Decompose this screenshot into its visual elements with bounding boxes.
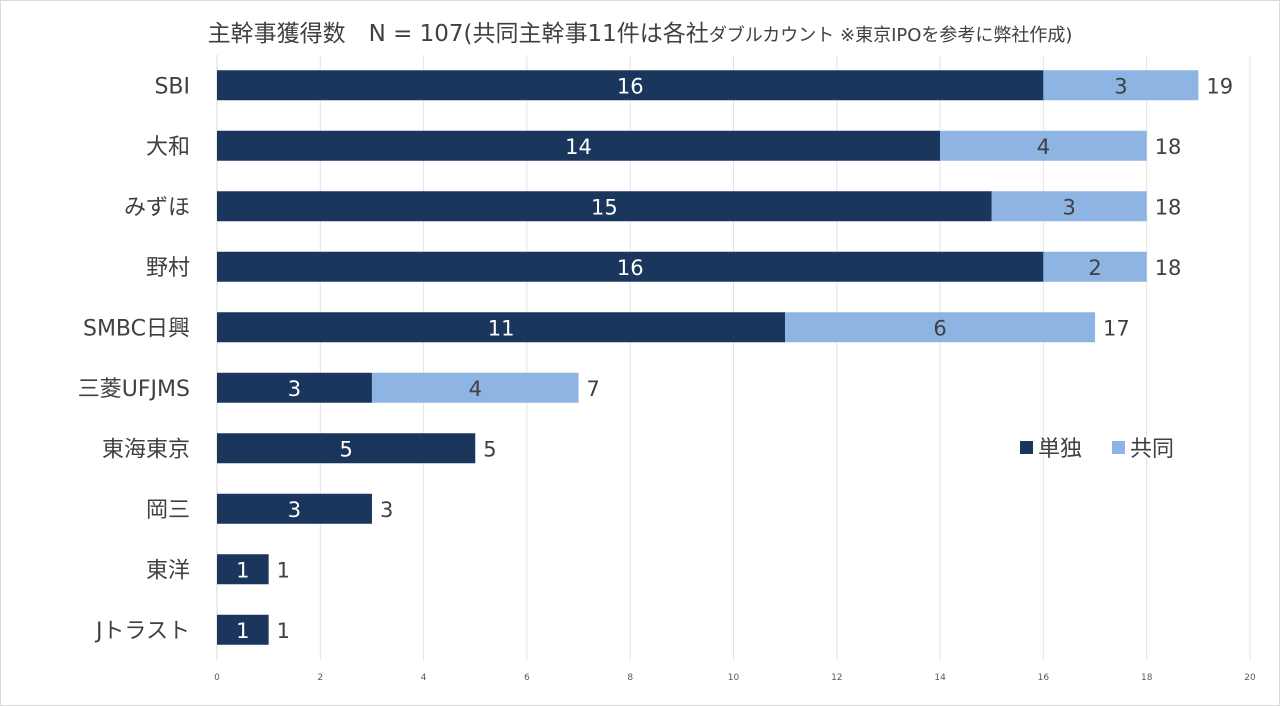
category-label: 三菱UFJMS — [78, 377, 190, 402]
category-label: Jトラスト — [94, 619, 190, 644]
title-suffix: ダブルカウント ※東京IPOを参考に弊社作成) — [708, 25, 1073, 46]
bar-single — [217, 554, 269, 585]
legend-label: 共同 — [1130, 437, 1174, 462]
data-label: 2 — [1088, 256, 1101, 280]
bar-single — [217, 70, 1044, 101]
x-tick-label: 14 — [934, 673, 946, 683]
x-tick-label: 16 — [1038, 673, 1050, 683]
total-label: 5 — [483, 437, 496, 461]
data-label: 3 — [1063, 195, 1076, 219]
total-label: 7 — [587, 377, 600, 401]
x-tick-label: 20 — [1244, 673, 1256, 683]
category-label: みずほ — [124, 195, 190, 220]
data-label: 6 — [933, 316, 946, 340]
data-label: 11 — [488, 316, 515, 340]
bar-single — [217, 433, 476, 464]
x-tick-label: 8 — [627, 673, 633, 683]
bar-joint — [991, 191, 1147, 222]
total-label: 18 — [1155, 135, 1182, 159]
bar-joint — [1043, 70, 1199, 101]
data-label: 16 — [617, 256, 644, 280]
category-label: 大和 — [146, 135, 190, 160]
data-label: 4 — [1037, 135, 1050, 159]
bar-joint — [785, 312, 1096, 343]
bar-single — [217, 251, 1044, 282]
total-label: 17 — [1103, 316, 1130, 340]
category-label: SMBC日興 — [83, 316, 190, 341]
total-label: 1 — [277, 619, 290, 643]
category-label: 岡三 — [146, 498, 190, 523]
bar-single — [217, 614, 269, 645]
data-label: 5 — [339, 437, 352, 461]
data-label: 16 — [617, 74, 644, 98]
total-label: 19 — [1206, 74, 1233, 98]
category-label: 野村 — [146, 256, 190, 281]
bar-joint — [1043, 251, 1147, 282]
x-tick-label: 0 — [214, 673, 220, 683]
bar-joint — [371, 372, 579, 403]
data-label: 3 — [1114, 74, 1127, 98]
data-label: 3 — [288, 498, 301, 522]
data-label: 1 — [236, 558, 249, 582]
x-tick-label: 12 — [831, 673, 842, 683]
bar-joint — [940, 130, 1147, 161]
total-label: 18 — [1155, 195, 1182, 219]
category-label: SBI — [154, 74, 190, 99]
bar-single — [217, 191, 992, 222]
legend-label: 単独 — [1038, 437, 1082, 462]
data-label: 4 — [469, 377, 482, 401]
legend-swatch — [1112, 441, 1125, 454]
chart-title: 主幹事獲得数 N = 107(共同主幹事11件は各社ダブルカウント ※東京IPO… — [0, 14, 1280, 48]
title-main: 主幹事獲得数 N = 107(共同主幹事11件は各社 — [207, 21, 709, 47]
x-tick-label: 6 — [524, 673, 530, 683]
bar-single — [217, 372, 372, 403]
total-label: 18 — [1155, 256, 1182, 280]
x-tick-label: 18 — [1141, 673, 1153, 683]
category-label: 東海東京 — [102, 437, 190, 462]
bar-single — [217, 493, 372, 524]
legend-swatch — [1020, 441, 1033, 454]
x-tick-label: 4 — [421, 673, 427, 683]
bar-single — [217, 130, 941, 161]
data-label: 1 — [236, 619, 249, 643]
data-label: 14 — [565, 135, 592, 159]
total-label: 3 — [380, 498, 393, 522]
data-label: 3 — [288, 377, 301, 401]
bar-single — [217, 312, 786, 343]
category-label: 東洋 — [146, 558, 190, 583]
total-label: 1 — [277, 558, 290, 582]
x-tick-label: 2 — [317, 673, 323, 683]
x-tick-label: 10 — [728, 673, 740, 683]
data-label: 15 — [591, 195, 618, 219]
